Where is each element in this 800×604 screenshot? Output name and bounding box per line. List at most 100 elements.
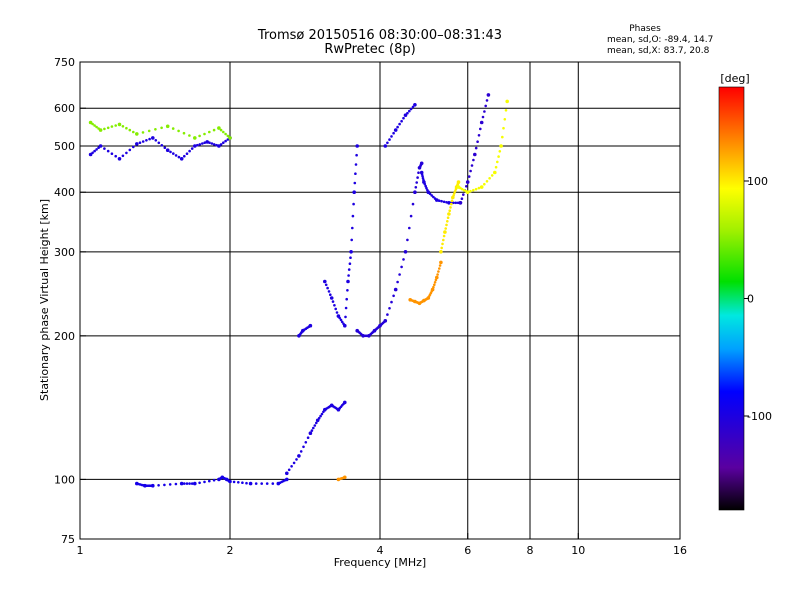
trace-point-o	[342, 402, 345, 406]
x-tick-label: 16	[673, 544, 687, 557]
trace-point-x	[453, 190, 457, 193]
trace-point-o	[393, 287, 398, 292]
x-tick-label: 2	[227, 544, 234, 557]
trace-point-x	[448, 209, 452, 212]
trace-point-x	[504, 109, 508, 112]
trace-point-o	[168, 483, 172, 486]
trace-point-o	[141, 140, 145, 143]
trace-point-o	[157, 141, 161, 145]
x-tick-label: 8	[527, 544, 534, 557]
trace-point-o	[188, 149, 191, 153]
stats-heading: Phases	[629, 24, 661, 34]
trace-point-o	[425, 186, 428, 190]
trace-point-o	[390, 300, 393, 304]
trace-point-o	[350, 238, 354, 242]
trace-point-x	[445, 223, 448, 227]
x-tick-label: 10	[571, 544, 585, 557]
trace-point-x	[505, 99, 510, 104]
trace-point-o	[408, 226, 411, 230]
trace-point-o	[232, 480, 236, 484]
trace-point-o	[228, 479, 231, 483]
trace-point-o	[479, 120, 484, 125]
trace-point-x	[188, 134, 191, 137]
colorbar-tick-label: 0	[747, 293, 754, 306]
trace-point-o	[411, 202, 415, 206]
y-ticks: 75 100 200 300 400 500 600 750	[54, 56, 86, 546]
trace-point-o	[91, 151, 94, 155]
trace-point-o	[295, 458, 298, 461]
trace-point-o	[125, 151, 128, 155]
trace-point-o	[349, 256, 352, 260]
trace-point-x	[208, 130, 211, 134]
trace-point-x	[450, 202, 453, 206]
y-tick-label: 400	[54, 186, 75, 199]
trace-point-x	[496, 160, 499, 164]
trace-point-o	[339, 318, 343, 322]
trace-point-o	[333, 304, 336, 307]
trace-point-o	[98, 144, 103, 148]
trace-point-o	[469, 169, 472, 173]
trace-point-x	[432, 285, 435, 289]
trace-point-x	[490, 174, 494, 177]
trace-point-o	[149, 484, 153, 488]
trace-point-o	[198, 481, 201, 485]
y-tick-label: 500	[54, 140, 75, 153]
trace-point-o	[297, 454, 301, 458]
chart-title: Tromsø 20150516 08:30:00–08:31:43	[257, 28, 502, 43]
trace-point-o	[386, 141, 389, 145]
trace-point-x	[135, 132, 139, 136]
trace-point-x	[499, 144, 503, 148]
trace-point-o	[474, 146, 478, 150]
trace-point-x	[95, 125, 98, 129]
trace-point-x	[493, 170, 497, 175]
trace-point-x	[443, 230, 447, 234]
trace-point-o	[388, 307, 391, 310]
trace-point-o	[417, 171, 420, 174]
trace-point-o	[452, 201, 455, 205]
trace-point-o	[352, 202, 355, 206]
trace-point-o	[323, 279, 327, 284]
trace-point-o	[203, 480, 206, 484]
trace-point-o	[483, 110, 486, 113]
trace-point-o	[114, 154, 117, 158]
trace-point-o	[304, 441, 308, 444]
trace-point-o	[103, 147, 106, 150]
x-tick-label: 4	[377, 544, 384, 557]
trace-point-x	[224, 132, 227, 136]
trace-point-x	[497, 155, 500, 158]
trace-point-x	[437, 270, 440, 273]
trace-point-x	[154, 128, 157, 131]
trace-point-o	[226, 138, 230, 141]
trace-point-o	[97, 146, 100, 149]
trace-point-o	[265, 482, 269, 485]
trace-point-o	[340, 320, 344, 324]
trace-point-o	[287, 468, 291, 472]
trace-point-o	[377, 325, 381, 329]
trace-point-o	[201, 142, 204, 145]
colorbar-ticks: 100 0 -100	[744, 175, 772, 423]
trace-point-o	[386, 313, 389, 316]
trace-point-o	[472, 158, 475, 162]
trace-point-o	[430, 194, 434, 197]
trace-point-x	[97, 127, 100, 130]
trace-point-x	[472, 188, 475, 192]
trace-point-o	[344, 315, 347, 319]
trace-point-o	[400, 265, 403, 269]
trace-point-o	[346, 279, 350, 284]
trace-point-o	[322, 410, 325, 414]
trace-point-o	[354, 163, 358, 166]
trace-point-x	[171, 127, 175, 130]
trace-point-x	[433, 281, 437, 284]
trace-point-o	[185, 152, 189, 155]
y-axis-label: Stationary phase Virtual Height [km]	[38, 199, 51, 401]
trace-point-o	[409, 107, 413, 111]
trace-point-o	[465, 180, 470, 184]
trace-point-o	[157, 484, 160, 487]
trace-point-o	[329, 404, 332, 408]
trace-point-o	[299, 450, 303, 453]
trace-point-o	[300, 330, 304, 334]
trace-point-o	[335, 407, 339, 411]
trace-point-o	[190, 482, 194, 485]
trace-point-x	[435, 275, 439, 280]
trace-point-x	[433, 283, 436, 287]
